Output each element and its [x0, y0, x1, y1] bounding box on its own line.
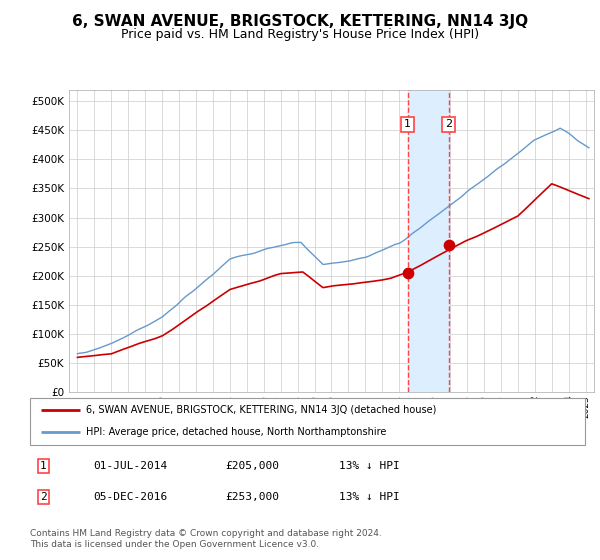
Point — [403, 268, 413, 277]
Text: 1: 1 — [40, 461, 47, 471]
Text: 05-DEC-2016: 05-DEC-2016 — [93, 492, 167, 502]
Text: Price paid vs. HM Land Registry's House Price Index (HPI): Price paid vs. HM Land Registry's House … — [121, 28, 479, 41]
Text: HPI: Average price, detached house, North Northamptonshire: HPI: Average price, detached house, Nort… — [86, 427, 386, 437]
Text: £253,000: £253,000 — [225, 492, 279, 502]
Text: 2: 2 — [40, 492, 47, 502]
FancyBboxPatch shape — [30, 398, 585, 445]
Text: 13% ↓ HPI: 13% ↓ HPI — [339, 492, 400, 502]
Bar — [408, 90, 449, 392]
Text: 1: 1 — [404, 119, 411, 129]
Text: £205,000: £205,000 — [225, 461, 279, 471]
Text: 2: 2 — [445, 119, 452, 129]
Point — [444, 240, 454, 249]
Text: 01-JUL-2014: 01-JUL-2014 — [93, 461, 167, 471]
Text: Contains HM Land Registry data © Crown copyright and database right 2024.
This d: Contains HM Land Registry data © Crown c… — [30, 529, 382, 549]
Text: 6, SWAN AVENUE, BRIGSTOCK, KETTERING, NN14 3JQ (detached house): 6, SWAN AVENUE, BRIGSTOCK, KETTERING, NN… — [86, 405, 436, 416]
Text: 6, SWAN AVENUE, BRIGSTOCK, KETTERING, NN14 3JQ: 6, SWAN AVENUE, BRIGSTOCK, KETTERING, NN… — [72, 14, 528, 29]
Text: 13% ↓ HPI: 13% ↓ HPI — [339, 461, 400, 471]
